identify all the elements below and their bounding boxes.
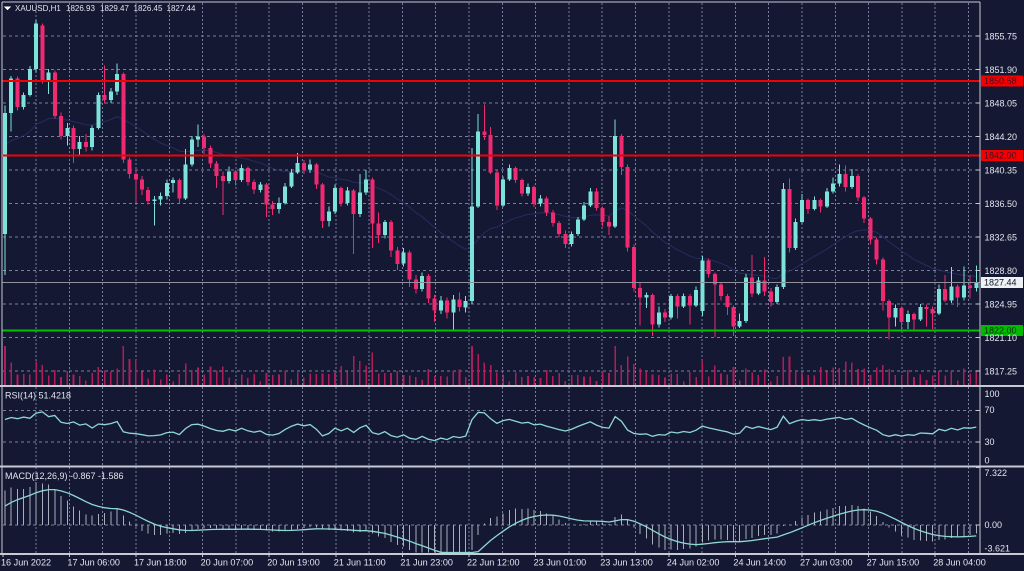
svg-text:20 Jun 19:00: 20 Jun 19:00 bbox=[267, 558, 320, 568]
svg-text:27 Jun 15:00: 27 Jun 15:00 bbox=[867, 558, 920, 568]
svg-text:1848.05: 1848.05 bbox=[985, 98, 1018, 108]
svg-text:1829.47: 1829.47 bbox=[100, 4, 129, 13]
svg-text:30: 30 bbox=[985, 437, 995, 447]
svg-text:MACD(12,26,9) -0.867 -1.586: MACD(12,26,9) -0.867 -1.586 bbox=[5, 471, 124, 481]
svg-text:17 Jun 18:00: 17 Jun 18:00 bbox=[134, 558, 187, 568]
svg-text:21 Jun 11:00: 21 Jun 11:00 bbox=[334, 558, 386, 568]
svg-text:1821.10: 1821.10 bbox=[985, 333, 1018, 343]
svg-text:28 Jun 04:00: 28 Jun 04:00 bbox=[933, 558, 986, 568]
svg-text:1844.20: 1844.20 bbox=[985, 132, 1018, 142]
svg-text:1855.75: 1855.75 bbox=[985, 31, 1018, 41]
svg-text:21 Jun 23:00: 21 Jun 23:00 bbox=[400, 558, 453, 568]
svg-text:70: 70 bbox=[985, 405, 995, 415]
svg-text:1851.90: 1851.90 bbox=[985, 65, 1018, 75]
svg-text:22 Jun 12:00: 22 Jun 12:00 bbox=[467, 558, 520, 568]
svg-text:1824.95: 1824.95 bbox=[985, 299, 1018, 309]
svg-text:24 Jun 14:00: 24 Jun 14:00 bbox=[733, 558, 786, 568]
svg-text:1827.44: 1827.44 bbox=[984, 278, 1017, 288]
svg-text:0: 0 bbox=[985, 455, 990, 465]
svg-text:24 Jun 02:00: 24 Jun 02:00 bbox=[667, 558, 720, 568]
svg-text:27 Jun 03:00: 27 Jun 03:00 bbox=[800, 558, 853, 568]
svg-text:0.00: 0.00 bbox=[985, 520, 1003, 530]
svg-text:23 Jun 01:00: 23 Jun 01:00 bbox=[534, 558, 587, 568]
svg-text:1836.50: 1836.50 bbox=[985, 199, 1018, 209]
svg-text:7.322: 7.322 bbox=[985, 468, 1008, 478]
svg-text:-3.621: -3.621 bbox=[985, 543, 1011, 553]
svg-text:100: 100 bbox=[985, 389, 1000, 399]
svg-text:1826.45: 1826.45 bbox=[134, 4, 163, 13]
svg-text:1827.44: 1827.44 bbox=[167, 4, 196, 13]
svg-text:1822.00: 1822.00 bbox=[984, 326, 1017, 336]
svg-text:XAUUSD,H1: XAUUSD,H1 bbox=[15, 4, 61, 13]
svg-text:23 Jun 13:00: 23 Jun 13:00 bbox=[600, 558, 653, 568]
svg-text:1828.80: 1828.80 bbox=[985, 266, 1018, 276]
svg-text:20 Jun 07:00: 20 Jun 07:00 bbox=[201, 558, 254, 568]
svg-text:1817.25: 1817.25 bbox=[985, 366, 1018, 376]
svg-text:17 Jun 06:00: 17 Jun 06:00 bbox=[67, 558, 120, 568]
svg-text:RSI(14) 51.4218: RSI(14) 51.4218 bbox=[5, 391, 71, 401]
svg-text:1842.00: 1842.00 bbox=[984, 151, 1017, 161]
svg-text:16 Jun 2022: 16 Jun 2022 bbox=[1, 558, 51, 568]
svg-text:1832.65: 1832.65 bbox=[985, 232, 1018, 242]
svg-text:1850.58: 1850.58 bbox=[984, 76, 1017, 86]
svg-text:1826.93: 1826.93 bbox=[66, 4, 95, 13]
svg-text:1840.35: 1840.35 bbox=[985, 165, 1018, 175]
